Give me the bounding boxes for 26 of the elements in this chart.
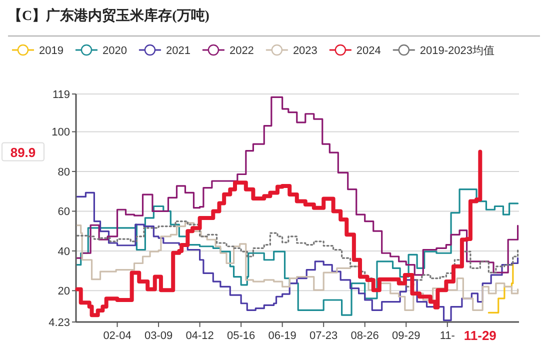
x-tick-label: 07-23 <box>310 330 338 342</box>
y-tick-label: 4.23 <box>48 317 70 329</box>
legend-label: 2022 <box>229 45 254 57</box>
x-tick-label: 06-19 <box>268 330 296 342</box>
x-tick-label: 04-12 <box>186 330 214 342</box>
x-tick-label: 09-29 <box>392 330 420 342</box>
x-tick-label: 03-09 <box>144 330 173 342</box>
y-tick-label: 100 <box>52 126 70 139</box>
text: 89.9 <box>10 144 36 160</box>
x-tick-label: 11- <box>440 330 456 342</box>
legend-label: 2024 <box>356 45 381 57</box>
text: 11-29 <box>464 328 496 343</box>
y-tick-label: 80 <box>58 166 70 178</box>
legend-label: 2020 <box>102 45 127 57</box>
y-tick-label: 60 <box>58 206 70 218</box>
y-tick-label: 40 <box>58 246 70 258</box>
chart-title: 【C】广东港内贸玉米库存(万吨) <box>8 7 210 24</box>
y-tick-label: 119 <box>52 89 70 101</box>
legend-label: 2019 <box>39 45 64 57</box>
legend-label: 2023 <box>292 45 318 57</box>
legend-label: 2021 <box>166 45 190 57</box>
x-tick-label: 02-04 <box>103 330 132 342</box>
x-tick-label: 05-16 <box>226 330 256 342</box>
y-tick-label: 20 <box>58 286 70 298</box>
legend-label: 2019-2023均值 <box>420 45 495 57</box>
x-tick-label: 08-26 <box>350 330 379 342</box>
